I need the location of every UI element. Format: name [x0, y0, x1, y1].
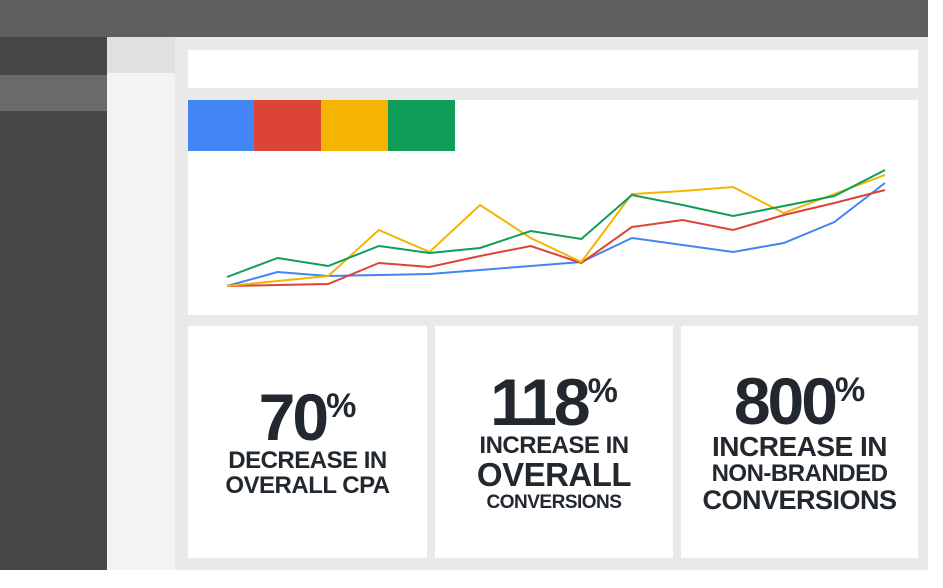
stat-number: 70% [259, 384, 357, 450]
series-line [226, 182, 886, 287]
color-block [321, 100, 388, 151]
stat-label: INCREASE IN [712, 430, 887, 462]
top-bar [0, 0, 928, 37]
stat-label: CONVERSIONS [486, 491, 622, 513]
color-block [188, 100, 254, 151]
stat-suffix: % [587, 372, 618, 411]
stat-suffix: % [834, 370, 866, 409]
sidebar-item[interactable] [0, 75, 107, 111]
color-block [388, 100, 455, 151]
stat-card: 118% INCREASE IN OVERALL CONVERSIONS [435, 326, 673, 558]
stat-value: 118 [490, 365, 590, 440]
color-block [254, 100, 321, 151]
stat-label: OVERALL CPA [225, 472, 390, 499]
stat-card: 70% DECREASE IN OVERALL CPA [188, 326, 427, 558]
stat-value: 70 [258, 379, 329, 454]
stat-number: 118% [490, 369, 618, 435]
stat-number: 800% [734, 368, 866, 434]
series-line [226, 174, 886, 287]
sub-sidebar [107, 37, 175, 570]
stat-label: CONVERSIONS [702, 485, 897, 516]
stat-label: OVERALL [476, 456, 632, 494]
stat-card: 800% INCREASE IN NON-BRANDED CONVERSIONS [681, 326, 918, 558]
header-bar [188, 50, 918, 88]
series-line [226, 189, 886, 287]
stat-label: INCREASE IN [479, 432, 629, 460]
stat-value: 800 [733, 363, 838, 438]
sub-sidebar-item[interactable] [107, 37, 175, 73]
stat-label: NON-BRANDED [711, 459, 888, 487]
series-line [226, 169, 886, 278]
sidebar [0, 37, 107, 570]
stat-suffix: % [326, 386, 357, 425]
stat-label: DECREASE IN [228, 446, 387, 474]
